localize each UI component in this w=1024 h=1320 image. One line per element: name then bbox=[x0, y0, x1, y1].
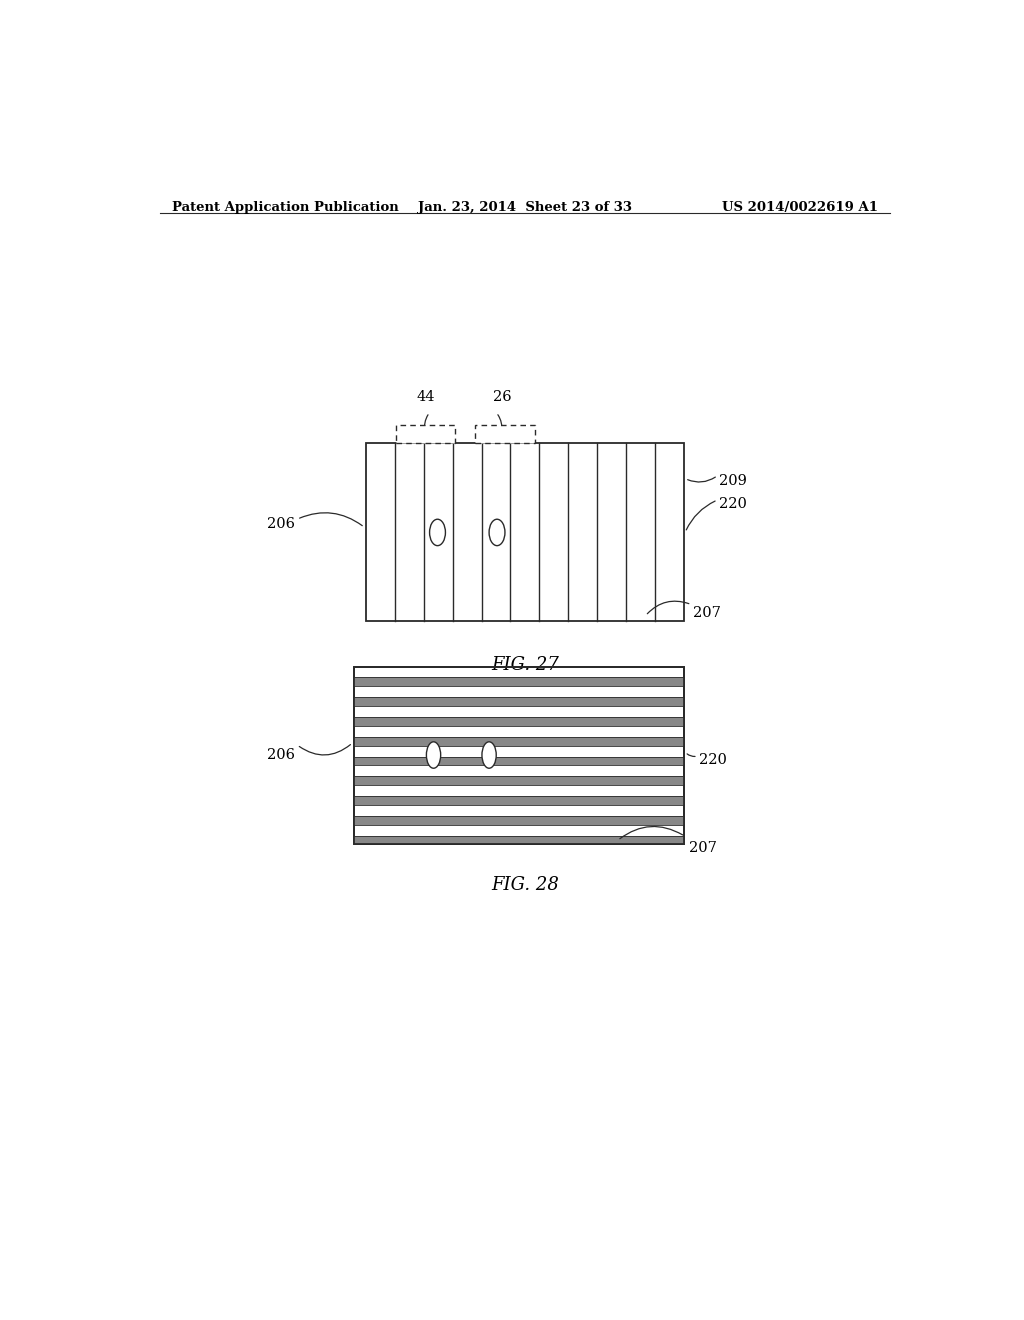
Text: 206: 206 bbox=[266, 517, 295, 532]
Ellipse shape bbox=[430, 519, 445, 545]
Text: 26: 26 bbox=[494, 391, 512, 404]
Text: FIG. 28: FIG. 28 bbox=[490, 876, 559, 894]
Text: FIG. 27: FIG. 27 bbox=[490, 656, 559, 675]
Text: 207: 207 bbox=[693, 606, 721, 619]
Ellipse shape bbox=[426, 742, 440, 768]
Text: 209: 209 bbox=[719, 474, 748, 487]
Bar bbox=[475, 425, 535, 444]
Ellipse shape bbox=[489, 519, 505, 545]
Bar bbox=[396, 425, 456, 444]
Bar bbox=[354, 717, 684, 726]
Text: 206: 206 bbox=[266, 748, 295, 762]
Ellipse shape bbox=[482, 742, 497, 768]
Text: 207: 207 bbox=[689, 841, 717, 855]
Bar bbox=[354, 677, 684, 686]
Bar bbox=[367, 444, 684, 620]
Bar bbox=[354, 667, 684, 845]
Bar bbox=[354, 756, 684, 766]
Bar bbox=[354, 737, 684, 746]
Text: Patent Application Publication: Patent Application Publication bbox=[172, 201, 398, 214]
Bar bbox=[354, 776, 684, 785]
Text: Jan. 23, 2014  Sheet 23 of 33: Jan. 23, 2014 Sheet 23 of 33 bbox=[418, 201, 632, 214]
Bar bbox=[354, 796, 684, 805]
Bar bbox=[354, 667, 684, 845]
Text: US 2014/0022619 A1: US 2014/0022619 A1 bbox=[722, 201, 878, 214]
Bar bbox=[354, 836, 684, 845]
Text: 220: 220 bbox=[719, 496, 748, 511]
Text: 44: 44 bbox=[417, 391, 435, 404]
Bar bbox=[354, 816, 684, 825]
Bar bbox=[354, 697, 684, 706]
Text: 220: 220 bbox=[699, 754, 727, 767]
